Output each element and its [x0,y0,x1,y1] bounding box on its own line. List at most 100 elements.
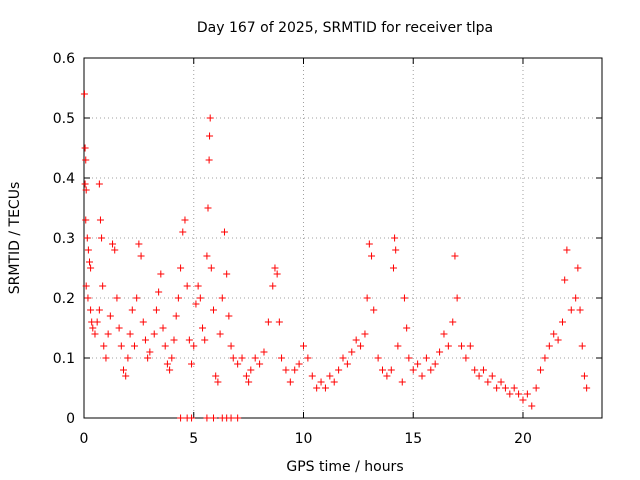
y-tick-label: 0.5 [53,111,75,127]
data-point [321,384,329,392]
data-point [576,306,584,314]
y-tick-label: 0 [66,411,75,427]
data-point [264,318,272,326]
data-point [168,354,176,362]
x-tick-label: 20 [514,431,532,447]
y-axis-label: SRMTID / TECUs [7,182,23,295]
data-point [89,324,97,332]
data-point [201,336,209,344]
data-point [374,354,382,362]
data-point [238,354,246,362]
data-point [206,132,214,140]
data-point [363,294,371,302]
data-point [304,354,312,362]
data-point [120,366,128,374]
data-point [223,270,231,278]
data-point [475,372,483,380]
data-point [365,240,373,248]
data-point [205,156,213,164]
data-point [93,318,101,326]
data-point [493,384,501,392]
data-point [313,384,321,392]
data-point [166,366,174,374]
data-point [83,234,91,242]
data-point [124,354,132,362]
data-point [561,276,569,284]
data-point [391,234,399,242]
data-point [212,372,220,380]
data-point [95,306,103,314]
data-point [343,360,351,368]
y-tick-label: 0.3 [53,231,75,247]
data-point [188,360,196,368]
data-point [409,366,417,374]
data-point [82,216,90,224]
data-point [335,366,343,374]
data-point [506,390,514,398]
data-point [308,372,316,380]
data-point [170,336,178,344]
data-point [578,342,586,350]
data-point [102,354,110,362]
data-point [567,306,575,314]
data-point [99,282,107,290]
data-point [204,204,212,212]
data-point [82,186,90,194]
data-point [84,246,92,254]
data-point [282,366,290,374]
data-point [580,372,588,380]
data-point [163,360,171,368]
data-point [501,384,509,392]
data-point [85,258,93,266]
data-point [260,348,268,356]
data-point [273,270,281,278]
x-tick-label: 5 [189,431,198,447]
data-point [523,390,531,398]
data-point [370,306,378,314]
x-axis-label: GPS time / hours [286,459,403,475]
data-point [519,396,527,404]
data-point [440,330,448,338]
data-point [106,312,114,320]
data-point [150,330,158,338]
data-point [242,372,250,380]
data-point [144,354,152,362]
data-point [203,252,211,260]
data-point [537,366,545,374]
data-point [111,246,119,254]
data-point [179,228,187,236]
data-point [188,414,196,422]
data-point [174,294,182,302]
data-point [528,402,536,410]
data-point [357,342,365,350]
data-point [203,414,211,422]
data-point [317,378,325,386]
data-point [96,216,104,224]
grid-lines [84,58,602,418]
data-point [453,294,461,302]
data-point [436,348,444,356]
data-point [275,318,283,326]
data-point [269,282,277,290]
data-point [196,294,204,302]
data-point [497,378,505,386]
data-point [181,216,189,224]
data-point [291,366,299,374]
y-tick-label: 0.2 [53,291,75,307]
data-point [206,114,214,122]
data-point [81,144,89,152]
data-point [558,318,566,326]
data-point [137,252,145,260]
y-tick-label: 0.6 [53,51,75,67]
data-point [458,342,466,350]
data-point [278,354,286,362]
data-point [227,342,235,350]
data-point [449,318,457,326]
data-point [572,294,580,302]
data-point [510,384,518,392]
data-point [161,342,169,350]
data-point [398,378,406,386]
data-point [389,264,397,272]
data-point [172,312,180,320]
